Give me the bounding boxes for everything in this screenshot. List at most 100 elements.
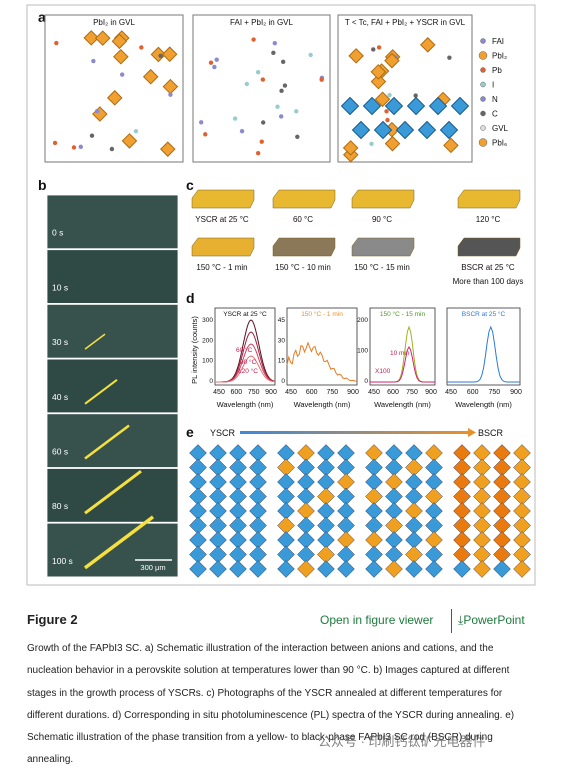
label: 80 s	[52, 501, 68, 511]
octahedron	[297, 560, 315, 578]
octahedron	[385, 473, 403, 491]
octahedron	[493, 531, 511, 549]
octahedron	[229, 560, 247, 578]
label: 450	[445, 389, 457, 396]
rod-photo	[457, 189, 521, 209]
octahedron	[493, 502, 511, 520]
octahedron	[425, 444, 443, 462]
powerpoint-link[interactable]: ⤓PowerPoint	[458, 613, 525, 628]
octahedron	[417, 120, 437, 140]
label: 600	[387, 389, 399, 396]
rod-photo	[191, 189, 255, 209]
label: 600	[306, 389, 318, 396]
label: 60 s	[52, 447, 68, 457]
octahedron	[249, 560, 267, 578]
octahedron	[209, 444, 227, 462]
label: 750	[406, 389, 418, 396]
octahedron	[317, 458, 335, 477]
octahedron	[428, 96, 448, 116]
atom	[78, 144, 83, 150]
label: 15	[278, 358, 286, 365]
octahedron	[337, 560, 355, 578]
transition-arrow	[240, 431, 468, 434]
octahedron	[337, 531, 355, 549]
crystal-rod	[84, 333, 106, 350]
octahedron	[229, 444, 247, 462]
octahedron	[373, 120, 393, 140]
octahedron	[317, 487, 335, 506]
octahedron	[297, 531, 315, 549]
atom	[280, 59, 286, 65]
octahedron	[405, 516, 423, 535]
octahedron	[405, 458, 423, 477]
octahedron	[365, 444, 383, 462]
figure-viewer-link[interactable]: Open in figure viewer	[320, 613, 434, 627]
octahedron	[106, 90, 123, 106]
arrow-head	[468, 428, 476, 437]
octahedron	[473, 545, 491, 564]
atom	[275, 104, 280, 109]
separator	[451, 609, 452, 633]
octahedron	[493, 545, 511, 564]
legend-symbol	[480, 110, 486, 117]
octahedron	[209, 531, 227, 549]
legend-symbol	[478, 51, 488, 60]
crystal-rod	[83, 515, 155, 570]
octahedron	[365, 458, 383, 477]
label: 90 °C	[372, 215, 392, 224]
spectrum-curve	[215, 355, 276, 383]
octahedron	[425, 531, 443, 549]
spectrum-curve	[286, 341, 358, 382]
atom	[89, 133, 95, 138]
octahedron	[209, 516, 227, 535]
octahedron	[189, 560, 207, 578]
octahedron	[277, 444, 295, 462]
atom	[294, 109, 299, 114]
octahedron	[277, 545, 295, 564]
octahedron	[425, 473, 443, 491]
powerpoint-label[interactable]: PowerPoint	[463, 613, 525, 627]
atom	[251, 37, 256, 42]
legend-symbol	[480, 96, 486, 102]
growth-frame	[46, 194, 179, 250]
octahedron	[493, 458, 511, 477]
octahedron	[189, 545, 207, 564]
legend-symbol	[480, 81, 486, 88]
octahedron	[209, 487, 227, 506]
octahedron	[209, 473, 227, 491]
octahedron	[337, 473, 355, 491]
atom	[371, 47, 376, 52]
octahedron	[348, 48, 364, 64]
caption-text: Growth of the FAPbI3 SC. a) Schematic il…	[27, 643, 515, 766]
spectrum-curve	[370, 345, 435, 383]
atom	[214, 57, 219, 62]
octahedron	[297, 458, 315, 477]
atom	[385, 117, 390, 123]
octahedron	[277, 502, 295, 520]
label: N	[492, 95, 498, 104]
octahedron	[297, 516, 315, 535]
octahedron	[453, 545, 471, 564]
atom	[198, 120, 204, 125]
label: e	[186, 424, 194, 440]
label: BSCR at 25 °C	[461, 263, 515, 272]
label: 120 °C	[238, 367, 258, 375]
octahedron	[513, 531, 531, 549]
octahedron	[162, 78, 179, 95]
octahedron	[385, 444, 403, 462]
atom	[255, 70, 261, 75]
atom	[369, 141, 374, 146]
octahedron	[384, 135, 401, 152]
octahedron	[493, 473, 511, 491]
label: 200	[357, 317, 368, 324]
label: 30 s	[52, 337, 68, 347]
schematic-box	[192, 14, 331, 163]
label: I	[492, 81, 494, 90]
octahedron	[473, 473, 491, 491]
figure-heading: Figure 2	[27, 612, 78, 627]
plot-frame	[286, 307, 358, 386]
octahedron	[249, 531, 267, 549]
label: 600	[230, 389, 242, 396]
label: 150 °C - 1 min	[196, 263, 247, 272]
octahedron	[209, 560, 227, 578]
